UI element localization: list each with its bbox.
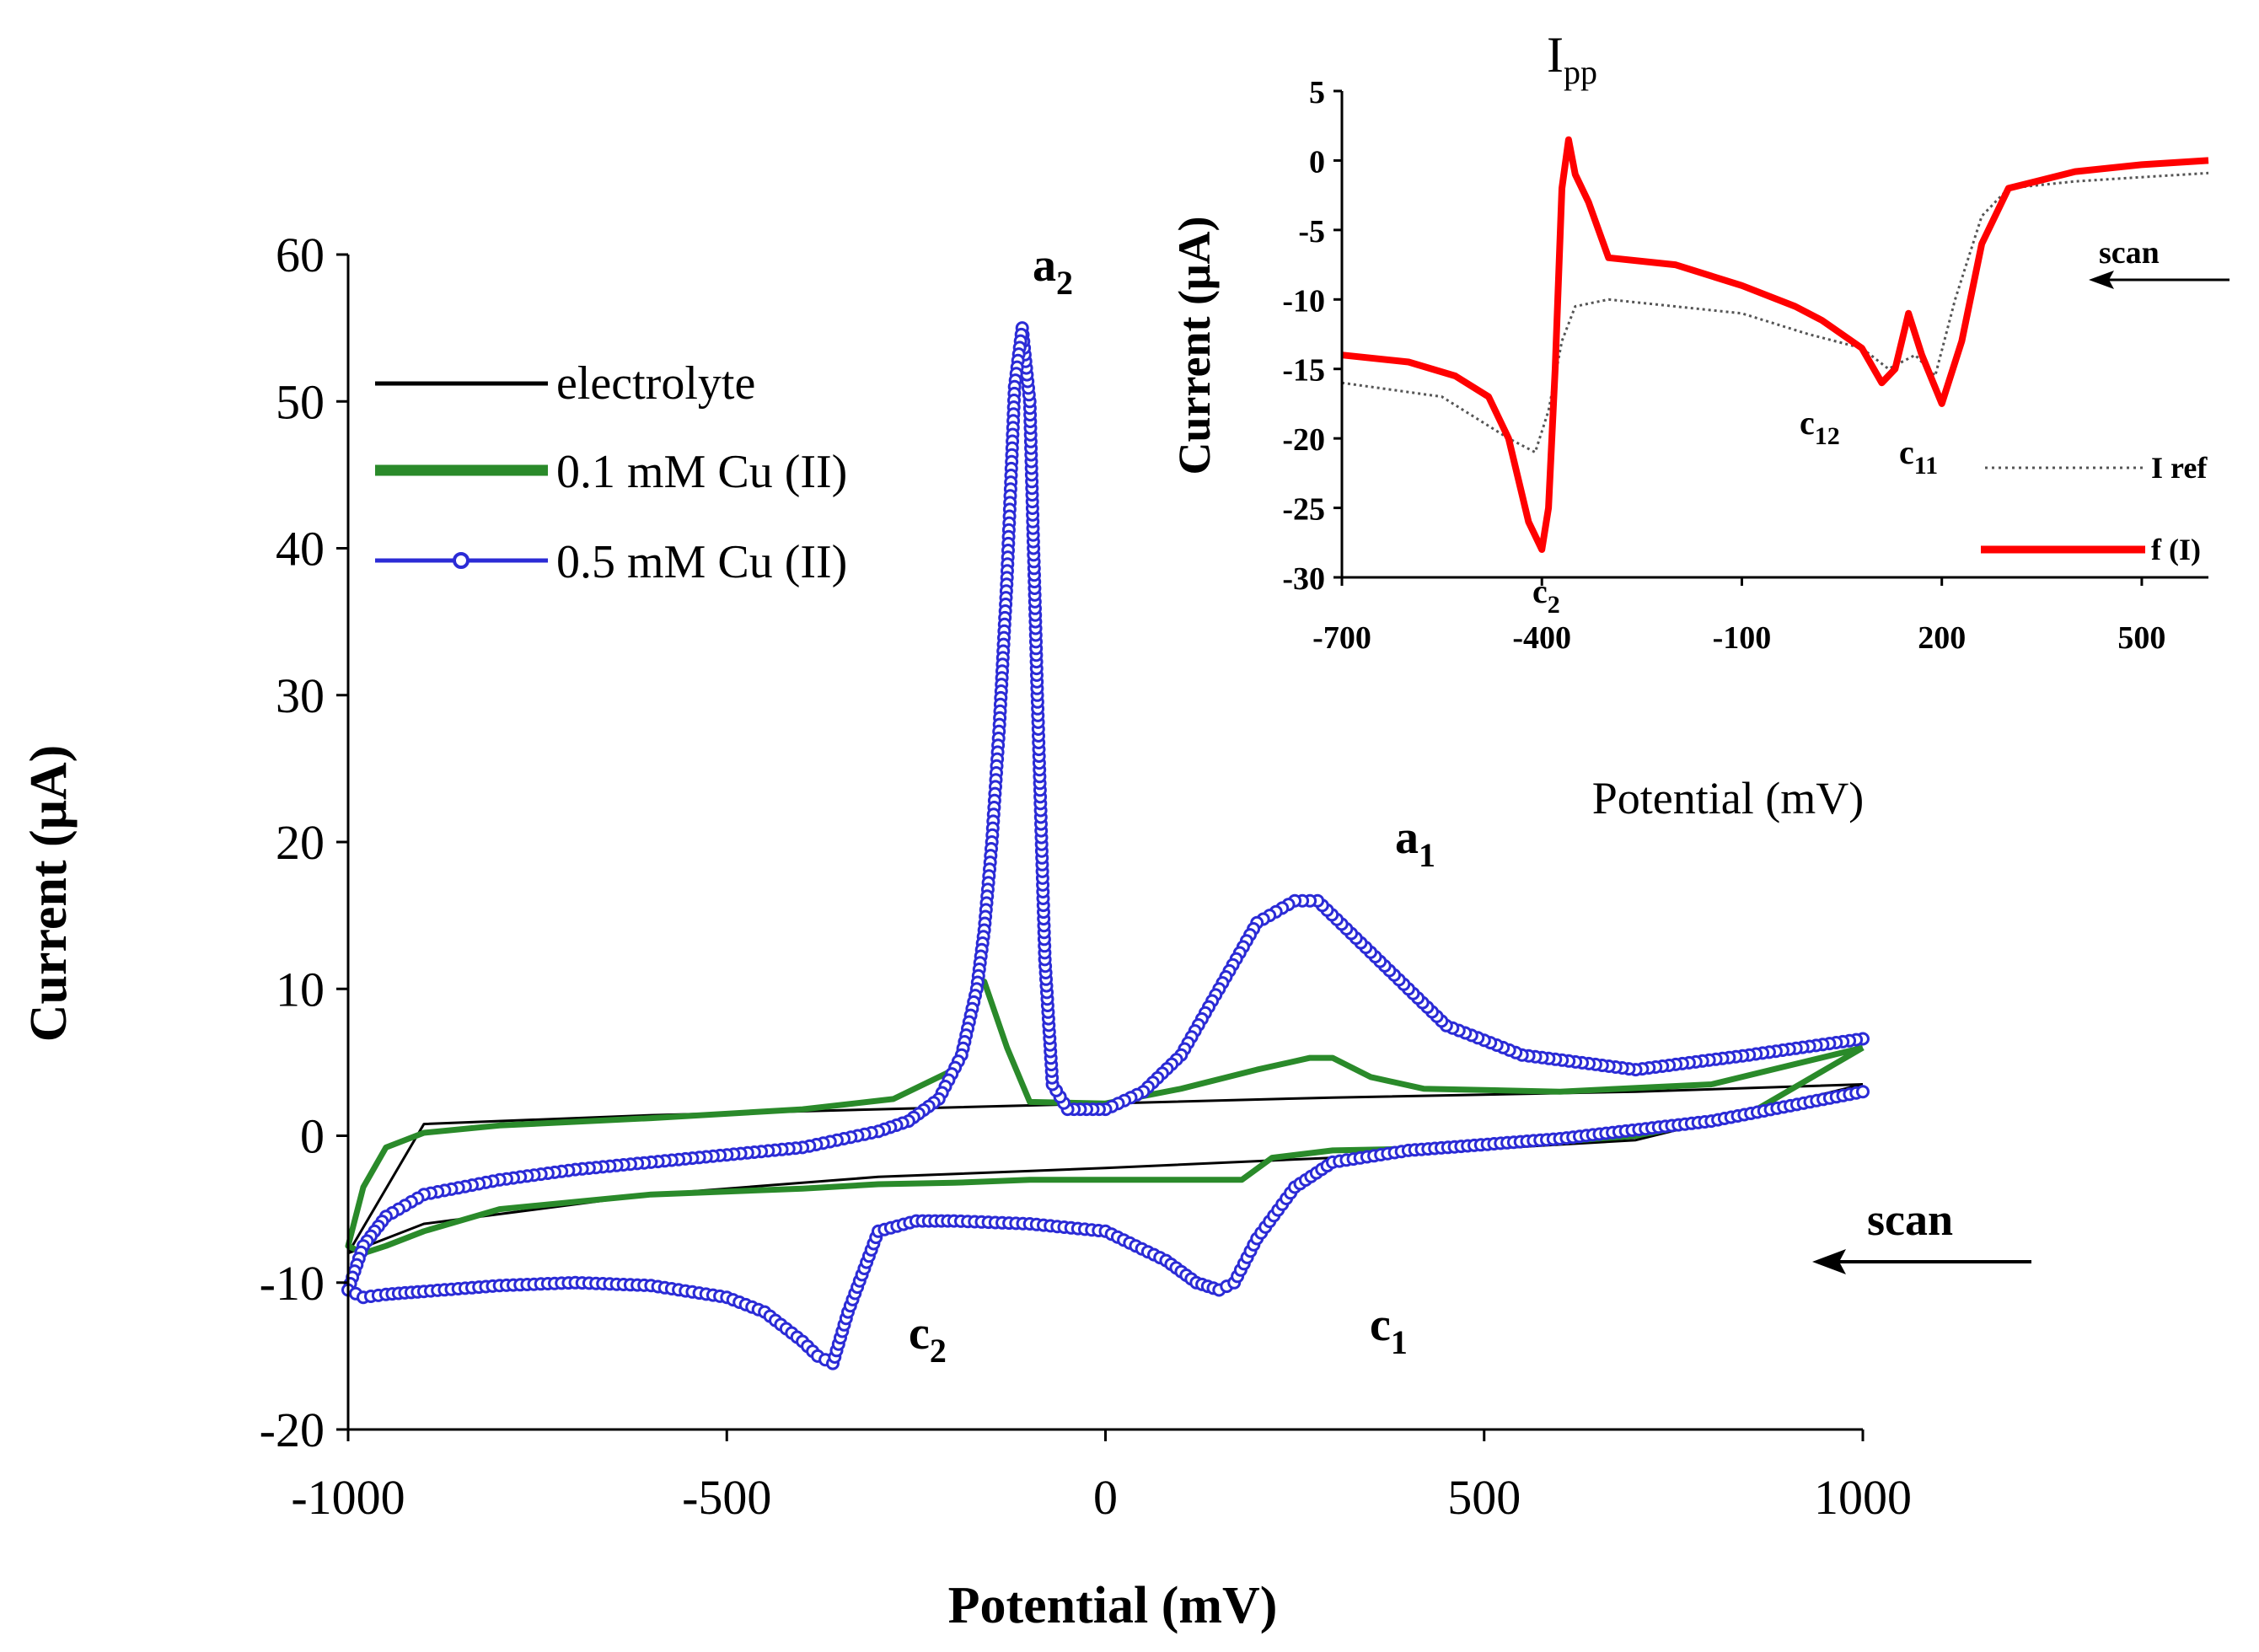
- main-axes: [336, 253, 1865, 1441]
- inset-x-axis-title: Potential (mV): [1592, 773, 1864, 823]
- inset-y-tick-label: -25: [1282, 492, 1325, 528]
- inset-y-tick-label: 5: [1309, 75, 1325, 110]
- inset-plot: -30 -25 -20 -15 -10 -5 0 5 -700 -400 -100 200 500 Ip…: [1169, 27, 2229, 823]
- inset-title: Ipp: [1547, 27, 1597, 91]
- inset-scan-arrow: [2089, 271, 2229, 289]
- main-series-layer: [341, 321, 1870, 1370]
- inset-y-tick-label: -15: [1282, 353, 1325, 389]
- inset-x-tick-label: -400: [1512, 620, 1571, 656]
- main-y-tick-label: -20: [260, 1403, 325, 1457]
- annotation-c1: c1: [1370, 1299, 1408, 1361]
- main-x-tick-label: -500: [682, 1470, 771, 1525]
- main-y-tick-label: 40: [276, 522, 325, 577]
- main-y-tick-label: 20: [276, 815, 325, 870]
- main-y-tick-label: 50: [276, 374, 325, 429]
- inset-legend-label-fi: f (I): [2151, 533, 2201, 566]
- inset-scan-label: scan: [2099, 235, 2160, 271]
- main-x-tick-label: 1000: [1814, 1470, 1912, 1525]
- inset-y-tick-label: -20: [1282, 422, 1325, 458]
- inset-y-tick-label: -5: [1298, 214, 1325, 249]
- data-point: [1856, 1085, 1870, 1099]
- main-x-axis-title: Potential (mV): [948, 1577, 1278, 1634]
- legend-marker-0.5mM: [453, 552, 470, 569]
- main-x-tick-label: 500: [1447, 1470, 1521, 1525]
- main-y-axis-title: Current (μA): [20, 745, 78, 1043]
- legend-label-0.1mM: 0.1 mM Cu (II): [556, 446, 847, 498]
- inset-y-tick-label: -10: [1282, 283, 1325, 319]
- annotation-c2: c2: [909, 1307, 947, 1370]
- main-x-tick-label: -1000: [291, 1470, 405, 1525]
- inset-tick-labels: -30 -25 -20 -15 -10 -5 0 5 -700 -400 -100 200 500: [1282, 75, 2165, 656]
- main-scan-arrow: [1812, 1249, 2031, 1274]
- inset-series-line-i-ref: [1341, 171, 2209, 454]
- legend-label-0.5mM: 0.5 mM Cu (II): [556, 536, 847, 588]
- main-y-tick-label: 30: [276, 668, 325, 723]
- annotation-a2: a2: [1033, 239, 1073, 302]
- inset-legend: I ref f (I): [1981, 451, 2208, 566]
- inset-x-tick-label: -700: [1312, 620, 1371, 656]
- main-legend: electrolyte 0.1 mM Cu (II) 0.5 mM Cu (II…: [375, 357, 847, 588]
- main-y-tick-label: 60: [276, 228, 325, 282]
- inset-x-tick-label: 500: [2117, 620, 2165, 656]
- inset-annotation-c12: c12: [1800, 404, 1840, 450]
- inset-series-layer: [1341, 136, 2209, 553]
- inset-legend-label-iref: I ref: [2151, 451, 2208, 485]
- inset-series-line-f-i: [1341, 136, 2209, 553]
- inset-axes: [1333, 89, 2208, 586]
- main-y-tick-label: 0: [300, 1109, 325, 1164]
- main-x-tick-label: 0: [1093, 1470, 1118, 1525]
- annotation-a1: a1: [1395, 812, 1435, 874]
- inset-x-tick-label: -100: [1713, 620, 1772, 656]
- inset-y-tick-label: -30: [1282, 561, 1325, 597]
- inset-y-axis-title: Current (μA): [1169, 216, 1220, 475]
- inset-x-tick-label: 200: [1918, 620, 1966, 656]
- inset-annotation-c2: c2: [1532, 572, 1560, 619]
- inset-y-tick-label: 0: [1309, 144, 1325, 180]
- inset-annotation-c11: c11: [1899, 433, 1938, 480]
- main-y-tick-label: 10: [276, 962, 325, 1016]
- main-scan-label: scan: [1867, 1194, 1953, 1245]
- series-line-0-1-mm-cu-ii: [345, 979, 1865, 1257]
- main-y-tick-label: -10: [260, 1256, 325, 1311]
- legend-label-electrolyte: electrolyte: [556, 357, 755, 410]
- series-markers-0-5-mm-cu-ii: [341, 321, 1870, 1370]
